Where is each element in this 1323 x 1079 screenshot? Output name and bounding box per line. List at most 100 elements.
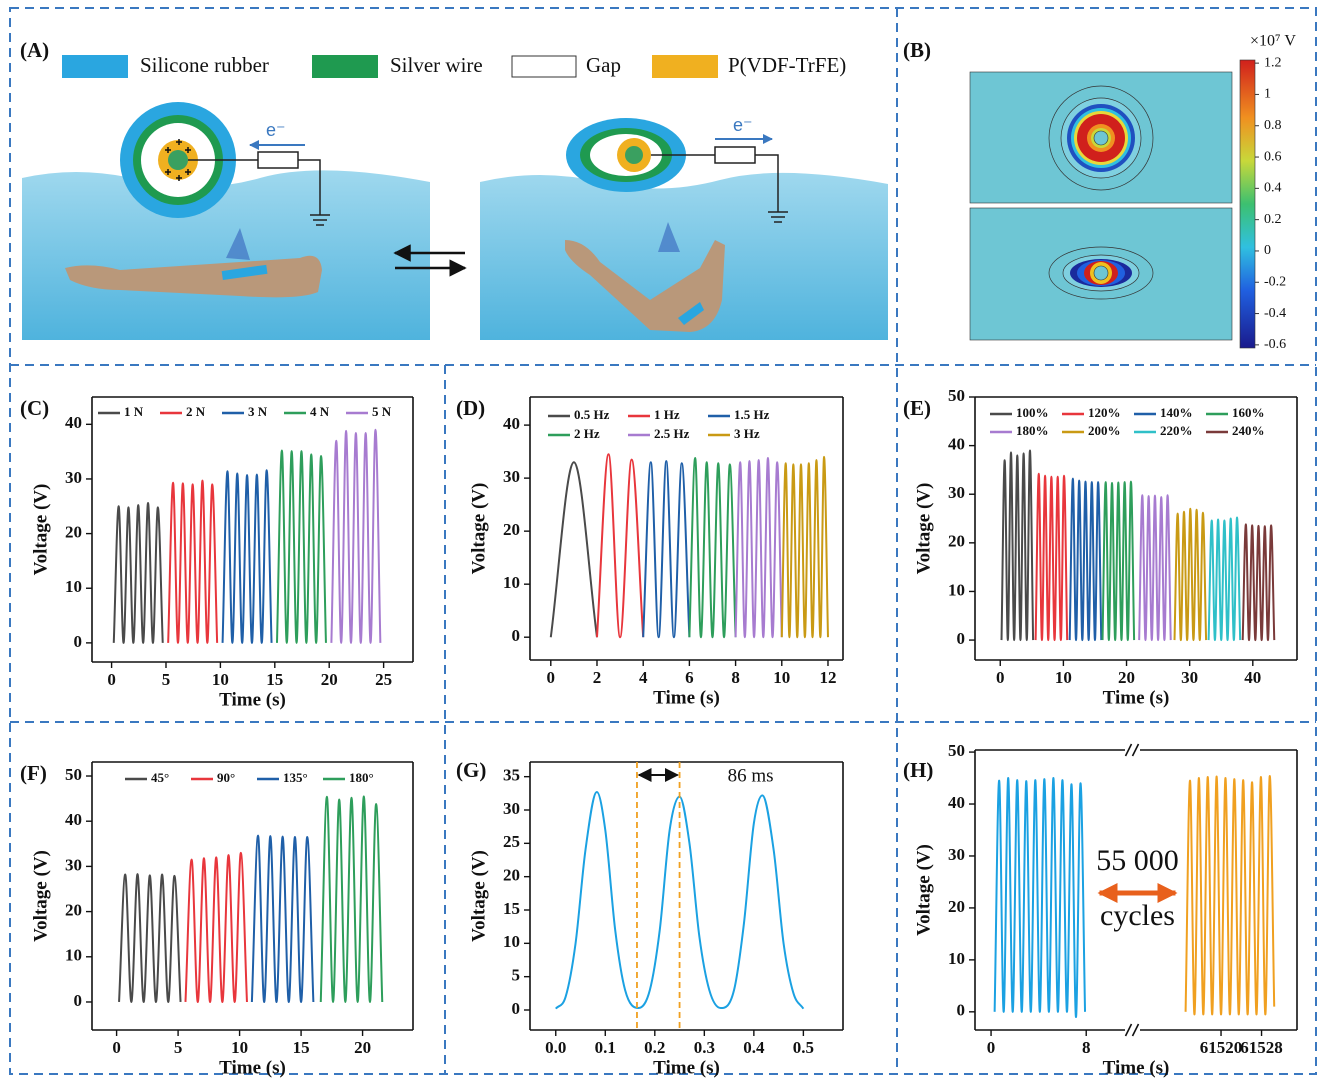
- colorbar-tick-label: -0.4: [1264, 306, 1286, 321]
- legend-label: 4 N: [310, 404, 330, 419]
- legend-label: 200%: [1088, 423, 1121, 438]
- series-line: [168, 481, 217, 643]
- legend-label: 1 N: [124, 404, 144, 419]
- series-line: [995, 778, 1085, 1017]
- x-tick-label: 0.2: [644, 1038, 665, 1057]
- panel-label: (A): [20, 38, 49, 62]
- axis-break: [1126, 744, 1132, 756]
- x-tick-label: 25: [375, 670, 392, 689]
- x-tick-label: 0.3: [694, 1038, 715, 1057]
- resistor: [715, 147, 755, 163]
- series-line: [551, 462, 597, 637]
- x-axis-title: Time (s): [1103, 1057, 1170, 1078]
- y-tick-label: 0: [74, 632, 83, 651]
- x-tick-label: 40: [1244, 668, 1261, 687]
- x-tick-label: 20: [321, 670, 338, 689]
- y-tick-label: 20: [948, 532, 965, 551]
- colorbar-tick-label: 0.6: [1264, 149, 1282, 164]
- x-tick-label: 0: [987, 1038, 996, 1057]
- x-tick-label: 30: [1181, 668, 1198, 687]
- y-tick-label: 40: [948, 435, 965, 454]
- series-line: [223, 470, 272, 643]
- series-line: [277, 451, 326, 643]
- x-tick-label: 61520: [1200, 1038, 1243, 1057]
- y-tick-label: 50: [65, 765, 82, 784]
- legend-label: Silver wire: [390, 53, 483, 77]
- panel-label: (E): [903, 396, 931, 420]
- colorbar-tick-label: 1: [1264, 87, 1271, 102]
- legend-swatch: [62, 55, 128, 78]
- legend-label: 160%: [1232, 405, 1265, 420]
- y-axis-title: Voltage (V): [30, 850, 51, 942]
- series-line: [689, 458, 735, 637]
- x-tick-label: 15: [293, 1038, 310, 1057]
- panel-label: (G): [456, 758, 486, 782]
- legend-label: 180°: [349, 770, 374, 785]
- series-line: [321, 796, 382, 1002]
- x-tick-label: 0.1: [595, 1038, 616, 1057]
- legend-label: 1 Hz: [654, 407, 680, 422]
- y-tick-label: 0: [512, 999, 521, 1018]
- series-line: [643, 461, 689, 637]
- x-tick-label: 15: [266, 670, 283, 689]
- legend-label: 240%: [1232, 423, 1265, 438]
- y-tick-label: 30: [503, 467, 520, 486]
- colorbar-tick-label: -0.6: [1264, 337, 1286, 352]
- y-tick-label: 10: [948, 949, 965, 968]
- panel-label: (D): [456, 396, 485, 420]
- legend-label: 3 Hz: [734, 426, 760, 441]
- series-line: [331, 430, 380, 643]
- series-line: [185, 853, 246, 1002]
- y-axis-title: Voltage (V): [468, 483, 489, 575]
- legend-label: Silicone rubber: [140, 53, 269, 77]
- series-line: [1103, 482, 1135, 640]
- colorbar-tick-label: -0.2: [1264, 274, 1286, 289]
- x-tick-label: 6: [685, 668, 694, 687]
- x-tick-label: 0: [996, 668, 1005, 687]
- legend-label: 120%: [1088, 405, 1121, 420]
- legend-label: 2.5 Hz: [654, 426, 690, 441]
- x-tick-label: 8: [1082, 1038, 1091, 1057]
- x-tick-label: 10: [212, 670, 229, 689]
- colorbar-tick-label: 1.2: [1264, 55, 1282, 70]
- x-axis-title: Time (s): [653, 1057, 720, 1078]
- y-tick-label: 40: [65, 413, 82, 432]
- x-tick-label: 10: [1055, 668, 1072, 687]
- x-tick-label: 20: [354, 1038, 371, 1057]
- colorbar-tick-label: 0.2: [1264, 212, 1282, 227]
- panel-label: (C): [20, 396, 49, 420]
- electron-label: e⁻: [266, 120, 286, 140]
- y-tick-label: 10: [503, 573, 520, 592]
- y-tick-label: 10: [65, 577, 82, 596]
- y-axis-title: Voltage (V): [30, 484, 51, 576]
- series-line: [1036, 474, 1068, 640]
- x-tick-label: 61528: [1240, 1038, 1283, 1057]
- x-tick-label: 0.5: [793, 1038, 814, 1057]
- colorbar-tick-label: 0: [1264, 243, 1271, 258]
- annotation: 55 000: [1096, 844, 1179, 877]
- x-tick-label: 0.4: [743, 1038, 765, 1057]
- legend-label: 135°: [283, 770, 308, 785]
- silver-core: [168, 150, 188, 170]
- legend-label: 2 N: [186, 404, 206, 419]
- x-tick-label: 5: [162, 670, 171, 689]
- legend-swatch: [512, 56, 576, 77]
- field-ring: [1094, 131, 1108, 145]
- x-axis-title: Time (s): [1103, 687, 1170, 708]
- series-line: [1186, 776, 1275, 1014]
- y-tick-label: 10: [503, 932, 520, 951]
- y-tick-label: 25: [503, 832, 520, 851]
- y-tick-label: 0: [957, 1001, 966, 1020]
- y-tick-label: 10: [65, 946, 82, 965]
- x-tick-label: 4: [639, 668, 648, 687]
- series-line: [114, 503, 163, 643]
- axis-break: [1126, 1024, 1132, 1036]
- legend-label: 140%: [1160, 405, 1193, 420]
- y-tick-label: 10: [948, 580, 965, 599]
- colorbar-tick-label: 0.4: [1264, 181, 1282, 196]
